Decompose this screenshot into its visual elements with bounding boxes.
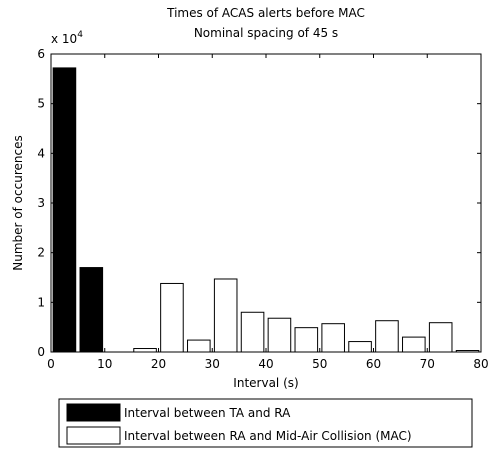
plot-area <box>51 54 481 352</box>
y-tick-label: 3 <box>37 196 45 210</box>
y-tick-label: 2 <box>37 246 45 260</box>
x-tick-label: 70 <box>420 357 435 371</box>
bar-series2-62.5 <box>376 321 399 352</box>
bar-series2-27.5 <box>188 340 211 352</box>
bar-series2-32.5 <box>214 279 237 352</box>
y-tick-label: 4 <box>37 146 45 160</box>
bar-series1-7.5 <box>80 268 103 352</box>
x-tick-label: 30 <box>205 357 220 371</box>
bar-series2-47.5 <box>295 328 318 352</box>
bar-series2-42.5 <box>268 318 291 352</box>
x-tick-label: 60 <box>366 357 381 371</box>
bar-series2-57.5 <box>349 342 372 352</box>
y-axis-label: Number of occurences <box>11 135 25 270</box>
y-tick-label: 0 <box>37 345 45 359</box>
legend-swatch-ta-ra <box>67 404 120 421</box>
legend-swatch-ra-mac <box>67 427 120 444</box>
x-tick-label: 80 <box>473 357 488 371</box>
legend-label-ta-ra: Interval between TA and RA <box>124 406 291 420</box>
x-tick-label: 40 <box>258 357 273 371</box>
bar-series2-22.5 <box>161 283 184 352</box>
legend-label-ra-mac: Interval between RA and Mid-Air Collisio… <box>124 429 412 443</box>
bar-series2-17.5 <box>134 349 157 352</box>
legend: Interval between TA and RA Interval betw… <box>59 399 472 447</box>
x-tick-label: 20 <box>151 357 166 371</box>
bar-series2-52.5 <box>322 324 345 352</box>
y-tick-label: 6 <box>37 47 45 61</box>
x-tick-label: 10 <box>97 357 112 371</box>
chart-title-line-1: Times of ACAS alerts before MAC <box>166 6 365 20</box>
x-tick-label: 50 <box>312 357 327 371</box>
x-axis-label: Interval (s) <box>233 376 298 390</box>
bar-series1-2.5 <box>53 68 76 352</box>
y-multiplier-exponent: 4 <box>77 30 83 40</box>
y-multiplier-base: x 10 <box>51 32 77 46</box>
y-tick-label: 1 <box>37 295 45 309</box>
y-tick-label: 5 <box>37 97 45 111</box>
bar-series2-72.5 <box>429 323 452 352</box>
chart-title-line-2: Nominal spacing of 45 s <box>194 26 338 40</box>
bar-series2-67.5 <box>403 337 426 352</box>
y-multiplier: x 104 <box>51 30 83 46</box>
bar-series2-37.5 <box>241 312 264 352</box>
x-tick-label: 0 <box>47 357 55 371</box>
